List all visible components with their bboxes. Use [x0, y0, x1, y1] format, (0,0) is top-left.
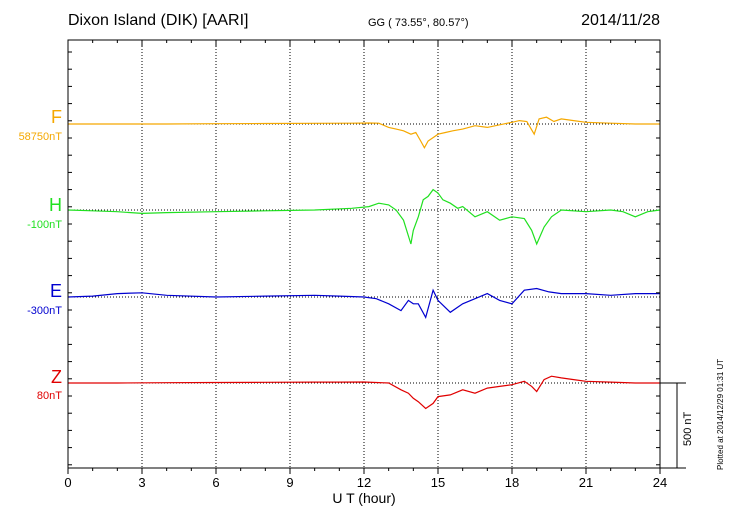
x-tick-label: 15	[431, 475, 445, 490]
plotted-timestamp: Plotted at 2014/12/29 01:31 UT	[716, 358, 725, 470]
series-e-baseline: -300nT	[27, 305, 62, 317]
scale-bar: 500 nT	[660, 382, 694, 469]
series-h-baseline: -100nT	[27, 219, 62, 231]
scale-bar-label: 500 nT	[682, 411, 694, 446]
x-tick-label: 18	[505, 475, 519, 490]
x-tick-label: 3	[138, 475, 145, 490]
series-lines	[67, 116, 661, 410]
station-title: Dixon Island (DIK) [AARI]	[68, 12, 249, 29]
x-tick-label: 6	[212, 475, 219, 490]
grid-lines	[68, 40, 660, 468]
series-line-z	[68, 375, 660, 410]
x-tick-label: 12	[357, 475, 371, 490]
x-tick-label: 9	[286, 475, 293, 490]
series-h-name: H	[49, 195, 62, 215]
series-e-name: E	[49, 281, 62, 301]
series-f-name: F	[51, 107, 62, 127]
plot-date: 2014/11/28	[581, 12, 660, 29]
x-axis-label: U T (hour)	[332, 490, 395, 506]
x-tick-label: 24	[653, 475, 667, 490]
series-f-baseline: 58750nT	[18, 131, 62, 143]
axis-ticks: 0 3 6 9 12 15 18 21 24	[64, 40, 667, 490]
x-tick-label: 21	[579, 475, 593, 490]
series-line-e	[67, 287, 660, 319]
series-line-f	[68, 116, 660, 150]
x-tick-label: 0	[64, 475, 71, 490]
series-z-name: Z	[51, 367, 62, 387]
geographic-coords: GG ( 73.55°, 80.57°)	[368, 17, 469, 29]
series-line-h	[67, 188, 661, 246]
series-z-baseline: 80nT	[36, 390, 62, 402]
